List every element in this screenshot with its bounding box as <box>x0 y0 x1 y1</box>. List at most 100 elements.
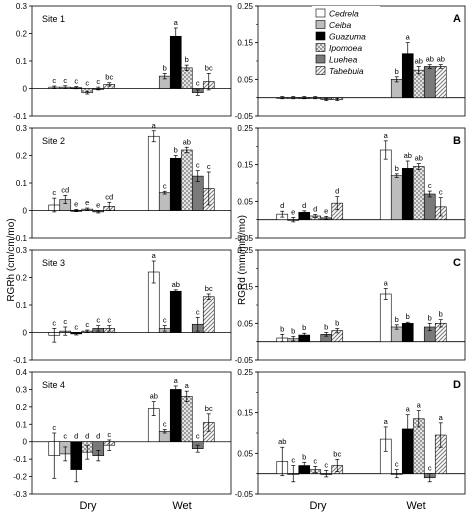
y-tick-label: -0.1 <box>13 112 27 121</box>
y-tick-label: 0.2 <box>16 274 28 283</box>
panel-letter: D <box>453 379 461 391</box>
y-tick-label: 0 <box>23 207 28 216</box>
significance-letter: c <box>324 460 328 469</box>
significance-letter: d <box>85 432 89 441</box>
xlabel-dry-right: Dry <box>309 500 327 512</box>
panel-title: Site 1 <box>42 14 65 24</box>
y-tick-label: 0.15 <box>237 283 253 292</box>
significance-letter: b <box>406 312 410 321</box>
significance-letter: d <box>74 432 78 441</box>
significance-letter: c <box>107 316 111 325</box>
significance-letter: ab <box>278 437 286 446</box>
significance-letter: b <box>335 318 339 327</box>
significance-letter: c <box>395 460 399 469</box>
significance-letter: b <box>439 310 443 319</box>
y-tick-label: 0 <box>23 438 28 447</box>
plot-frame <box>257 127 466 239</box>
significance-letter: a <box>406 33 411 42</box>
legend-swatch <box>315 8 326 18</box>
bar-ipomoea-wet <box>412 69 425 98</box>
significance-letter: b <box>291 327 295 336</box>
y-tick-label: 0.05 <box>237 319 253 328</box>
legend-swatch <box>315 20 326 29</box>
legend-swatch <box>315 66 326 75</box>
y-tick-label: 0.3 <box>16 124 28 133</box>
y-tick-label: 0.1 <box>16 301 28 310</box>
bar-guazuma-wet <box>169 290 182 333</box>
legend-label-luehea: Luehea <box>329 55 358 65</box>
significance-letter: c <box>52 188 56 197</box>
significance-letter: c <box>63 317 67 326</box>
y-tick-label: 0.1 <box>16 420 28 429</box>
significance-letter: c <box>74 77 78 86</box>
y-tick-label: 0.15 <box>237 409 253 418</box>
y-tick-label: 0.05 <box>237 449 253 458</box>
y-tick-label: -0.1 <box>13 356 27 365</box>
significance-letter: c <box>52 423 56 432</box>
significance-letter: b <box>428 313 432 322</box>
significance-letter: a <box>174 18 179 27</box>
significance-letter: ab <box>437 55 445 64</box>
significance-letter: c <box>163 420 167 429</box>
significance-letter: ab <box>404 151 412 160</box>
significance-letter: a <box>384 279 389 288</box>
significance-letter: b <box>395 67 399 76</box>
significance-letter: a <box>174 376 179 385</box>
legend-label-guazuma: Guazuma <box>329 32 366 42</box>
significance-letter: c <box>291 456 295 465</box>
y-tick-label: 0.3 <box>16 246 28 255</box>
ylabel-right: RGRd (mm/mm/mo) <box>237 215 248 305</box>
significance-letter: a <box>384 131 389 140</box>
bar-guazuma-wet <box>169 389 182 443</box>
y-tick-label: -0.2 <box>13 473 27 482</box>
legend-swatch <box>315 54 326 64</box>
significance-letter: c <box>107 430 111 439</box>
significance-letter: b <box>302 452 306 461</box>
significance-letter: c <box>163 181 167 190</box>
bar-tabebuia-wet <box>434 66 447 98</box>
significance-letter: ab <box>183 137 191 146</box>
bar-ipomoea-wet <box>180 396 193 443</box>
xlabel-wet-left: Wet <box>172 500 191 512</box>
bar-luehea-wet <box>423 193 436 220</box>
bar-guazuma-wet <box>169 157 182 211</box>
significance-letter: c <box>96 316 100 325</box>
significance-letter: e <box>85 198 89 207</box>
legend-label-ipomoea: Ipomoea <box>329 43 362 53</box>
y-tick-label: 0.25 <box>237 124 253 133</box>
plot-frame <box>257 249 466 361</box>
significance-letter: b <box>185 55 189 64</box>
bar-ceiba-wet <box>390 175 403 220</box>
significance-letter: ab <box>172 280 180 289</box>
significance-letter: bc <box>205 63 213 72</box>
y-tick-label: 0.2 <box>16 30 28 39</box>
significance-letter: b <box>280 324 284 333</box>
significance-letter: c <box>85 320 89 329</box>
ylabel-left: RGRh (cm/cm/mo) <box>6 218 17 301</box>
significance-letter: bc <box>333 449 341 458</box>
y-tick-label: 0.1 <box>16 179 28 188</box>
y-tick-label: 0.2 <box>16 403 28 412</box>
y-tick-label: -0.3 <box>13 490 27 499</box>
significance-letter: a <box>439 413 444 422</box>
bar-guazuma-wet <box>401 323 414 342</box>
significance-letter: c <box>439 188 443 197</box>
significance-letter: ab <box>426 55 434 64</box>
significance-letter: e <box>324 206 328 215</box>
bar-cedrela-wet <box>379 149 392 220</box>
bar-cedrela-wet <box>147 135 160 211</box>
significance-letter: d <box>335 187 339 196</box>
significance-letter: cd <box>61 185 69 194</box>
significance-letter: c <box>196 307 200 316</box>
significance-letter: c <box>163 316 167 325</box>
significance-letter: d <box>280 201 284 210</box>
significance-letter: d <box>302 201 306 210</box>
y-tick-label: 0.05 <box>237 197 253 206</box>
significance-letter: a <box>406 405 411 414</box>
